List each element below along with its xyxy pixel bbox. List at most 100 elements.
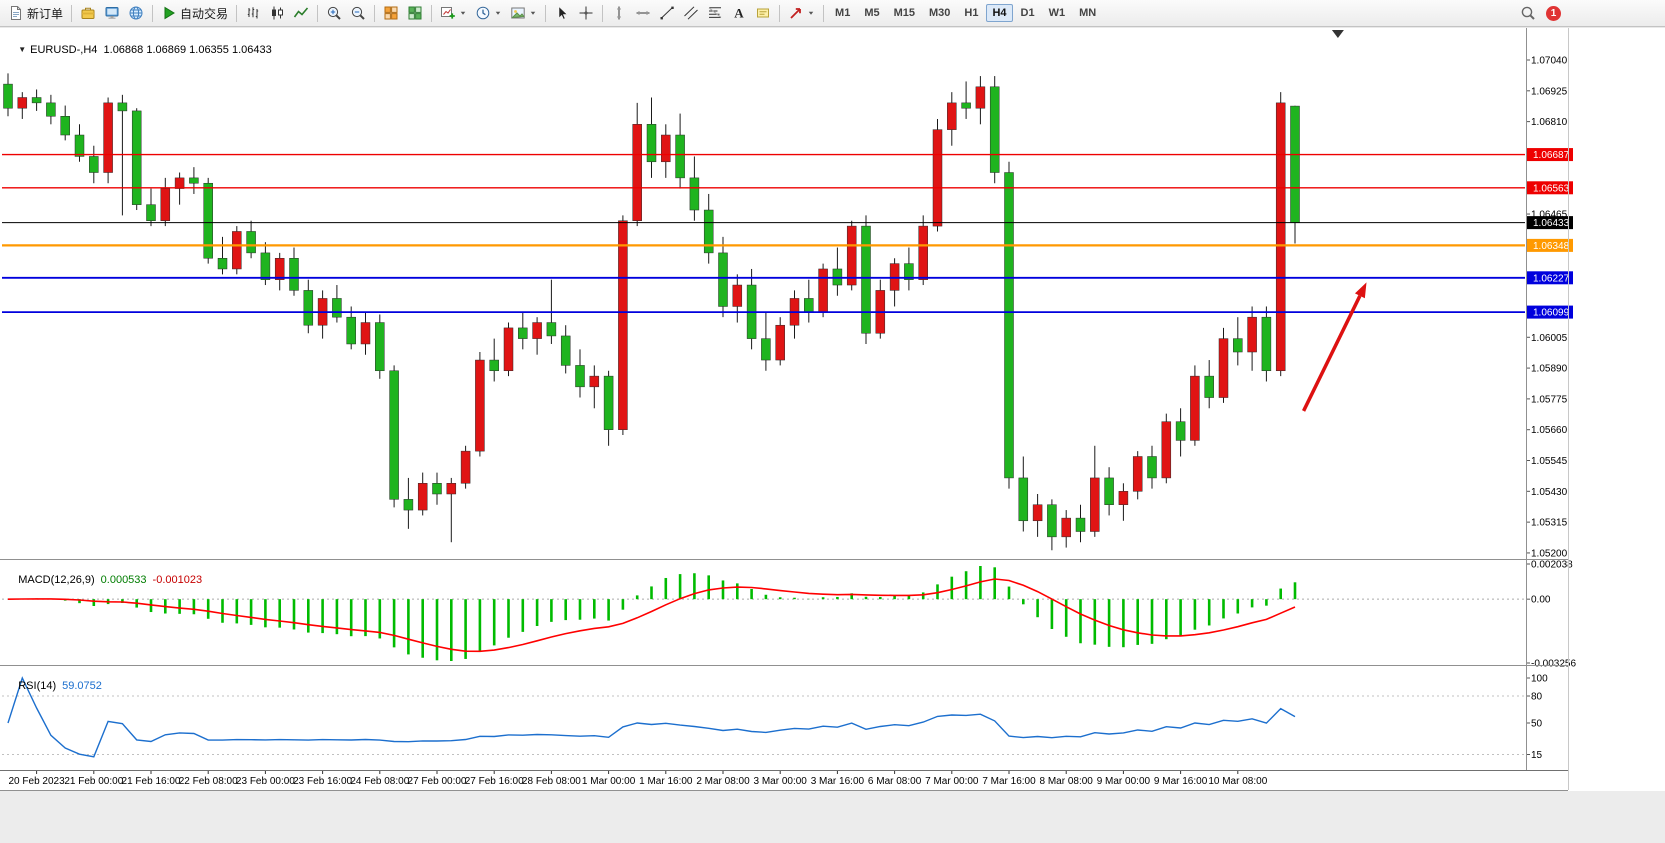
cursor-button[interactable] (550, 3, 574, 24)
timeframe-m15-button[interactable]: M15 (893, 7, 915, 19)
candle (1175, 408, 1186, 457)
candle (1018, 456, 1029, 532)
toolbar-separator (823, 4, 825, 22)
timeframe-h4-button[interactable]: H4 (986, 4, 1013, 22)
candle (432, 472, 442, 505)
candle (375, 314, 385, 379)
candle (532, 317, 542, 355)
svg-text:1.06227: 1.06227 (1533, 273, 1570, 284)
channel-button[interactable] (679, 3, 703, 24)
price-scale-label: 1.06465 (1531, 210, 1568, 221)
text-button[interactable] (727, 3, 751, 24)
caret-down-icon (494, 9, 502, 17)
vertical-line-button[interactable] (607, 3, 631, 24)
rsi-value: 59.0752 (62, 680, 102, 692)
notifications-badge[interactable]: 1 (1546, 5, 1561, 21)
terminal-button[interactable] (100, 3, 124, 24)
trendline-button[interactable] (655, 3, 679, 24)
candle (661, 124, 671, 178)
new-order-button[interactable]: 新订单 (4, 3, 67, 24)
candle (489, 338, 499, 382)
candle (975, 76, 986, 125)
timeframe-h1-button[interactable]: H1 (964, 7, 979, 19)
candle (1047, 499, 1057, 551)
candle (1004, 161, 1014, 489)
price-lines (2, 153, 1525, 313)
candle (818, 263, 828, 318)
autotrading-icon (161, 5, 177, 21)
arrows-dropdown[interactable] (784, 3, 819, 24)
horizontal-line-button[interactable] (631, 3, 655, 24)
timeframe-w1-button[interactable]: W1 (1048, 7, 1066, 19)
crosshair-button[interactable] (574, 3, 598, 24)
periods-dropdown[interactable] (471, 3, 506, 24)
candle (1204, 360, 1214, 409)
candle (1190, 365, 1200, 446)
candle (360, 311, 371, 355)
candle (1218, 327, 1229, 403)
zoom-out-button[interactable] (346, 3, 370, 24)
oneclick-collapse-icon[interactable]: ▼ (18, 45, 27, 54)
trend-arrow-annotation[interactable] (1302, 282, 1367, 412)
toolbar-separator (374, 4, 376, 22)
zoom-in-icon (326, 5, 342, 21)
text-icon (731, 5, 747, 21)
line-chart-button[interactable] (289, 3, 313, 24)
candle (146, 188, 156, 227)
timeframe-group: M1 M5 M15 M30 H1 H4 D1 W1 MN (828, 0, 1103, 26)
objects-list-button[interactable] (403, 3, 427, 24)
svg-text:1.06433: 1.06433 (1533, 218, 1570, 229)
rsi-line (7, 676, 1296, 758)
trendline-icon (659, 5, 675, 21)
templates-dropdown[interactable] (506, 3, 541, 24)
candle (403, 477, 414, 529)
candle (131, 108, 142, 211)
symbol-label: ▼ EURUSD-,H4 1.06868 1.06869 1.06355 1.06… (6, 32, 272, 68)
candlestick-chart-button[interactable] (265, 3, 289, 24)
time-scale-label: 2 Mar 08:00 (696, 776, 750, 787)
new-order-icon (8, 5, 24, 21)
toolbar-separator (236, 4, 238, 22)
candle (703, 193, 714, 264)
price-scale-label: 1.05660 (1531, 425, 1568, 436)
autotrading-button[interactable]: 自动交易 (157, 3, 232, 24)
fibonacci-button[interactable] (703, 3, 727, 24)
metaeditor-button[interactable] (76, 3, 100, 24)
timeframe-d1-button[interactable]: D1 (1020, 7, 1035, 19)
new-chart-dropdown[interactable] (436, 3, 471, 24)
candlestick-chart-icon (269, 5, 285, 21)
templates-icon (510, 5, 526, 21)
arrows-icon (788, 5, 804, 21)
candle (232, 226, 242, 275)
indicators-button[interactable] (379, 3, 403, 24)
candle (89, 145, 99, 184)
main-toolbar: 新订单 自动交易 M1 M5 M15 M30 H1 H4 D1 W1 MN 1 (0, 0, 1665, 27)
candle (246, 220, 256, 259)
search-button[interactable] (1516, 3, 1540, 24)
community-button[interactable] (124, 3, 148, 24)
timeframe-m5-button[interactable]: M5 (864, 7, 880, 19)
candle (732, 274, 743, 323)
chart-shift-marker[interactable] (1331, 30, 1344, 38)
toolbar-group (436, 0, 541, 26)
candle (1147, 445, 1157, 489)
bar-chart-button[interactable] (241, 3, 265, 24)
rsi-title: RSI(14) (18, 680, 57, 692)
toolbar-separator (545, 4, 547, 22)
timeframe-mn-button[interactable]: MN (1079, 7, 1097, 19)
candle (689, 156, 700, 221)
autotrading-button-label: 自动交易 (180, 6, 229, 21)
time-scale-label: 1 Mar 16:00 (639, 776, 693, 787)
svg-text:1.06348: 1.06348 (1533, 241, 1570, 252)
candle (417, 472, 428, 516)
zoom-in-button[interactable] (322, 3, 346, 24)
price-scale[interactable]: 1.07040 1.06925 1.06810 1.06465 1.06005 1.058… (1526, 56, 1573, 560)
chart-background (0, 28, 1665, 791)
zoom-out-icon (350, 5, 366, 21)
label-button[interactable] (751, 3, 775, 24)
timeframe-m30-button[interactable]: M30 (929, 7, 951, 19)
candle (103, 97, 113, 184)
timeframe-m1-button[interactable]: M1 (835, 7, 851, 19)
new-order-button-label: 新订单 (27, 6, 64, 21)
